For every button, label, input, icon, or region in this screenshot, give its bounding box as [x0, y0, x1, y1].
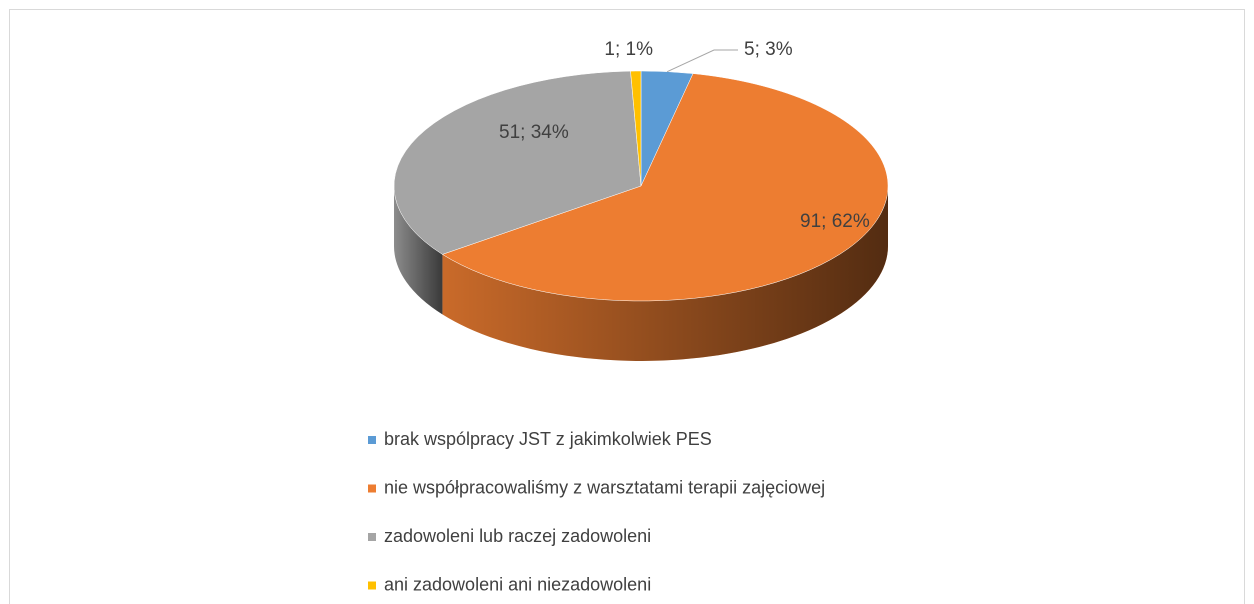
slice-side-shade: [394, 186, 443, 315]
data-label: 5; 3%: [744, 39, 793, 60]
legend-label: nie współpracowaliśmy z warsztatami tera…: [384, 477, 825, 497]
leader-line: [666, 49, 738, 73]
data-label: 51; 34%: [499, 122, 569, 143]
legend-label: zadowoleni lub raczej zadowoleni: [384, 526, 651, 546]
legend-marker: [368, 484, 376, 493]
data-label: 91; 62%: [800, 211, 870, 232]
slice: [393, 70, 642, 255]
slice: [441, 73, 889, 302]
legend-marker: [368, 581, 376, 590]
legend-label: ani zadowoleni ani niezadowoleni: [384, 574, 651, 594]
slice: [630, 70, 642, 187]
data-label: 1; 1%: [604, 39, 653, 60]
legend-marker: [368, 533, 376, 541]
legend-marker: [368, 436, 376, 444]
legend-label: brak wspólpracy JST z jakimkolwiek PES: [384, 429, 712, 449]
slice-side-shade: [442, 186, 888, 361]
chart-frame: [9, 9, 1245, 604]
